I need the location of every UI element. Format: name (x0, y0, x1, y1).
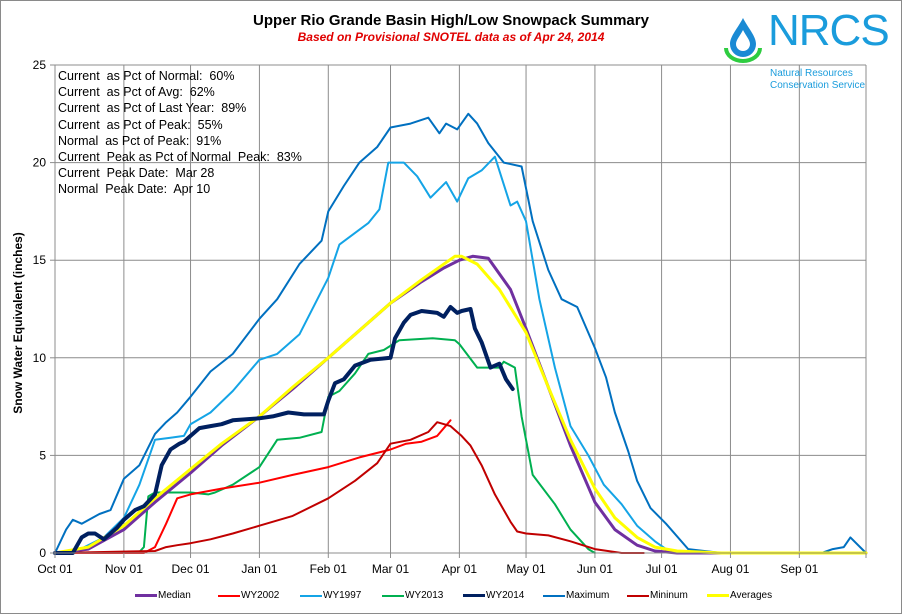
series-line-maximum (54, 112, 867, 554)
legend-swatch (463, 594, 485, 597)
x-tick-label: Apr 01 (442, 562, 478, 576)
logo-subtitle: Natural Resources Conservation Service (770, 68, 865, 92)
legend-swatch (627, 594, 649, 597)
y-tick-label: 5 (39, 448, 46, 462)
logo-line1: Natural Resources (770, 68, 853, 79)
x-tick-label: Nov 01 (105, 562, 143, 576)
x-tick-label: Sep 01 (780, 562, 818, 576)
stat-current-peak-date: Current Peak Date: Mar 28 (58, 166, 215, 181)
stat-normal-pct-peak: Normal as Pct of Peak: 91% (58, 133, 222, 148)
stat-normal-peak-date: Normal Peak Date: Apr 10 (58, 182, 211, 197)
legend-label: WY1997 (323, 590, 362, 601)
chart-subtitle: Based on Provisional SNOTEL data as of A… (297, 30, 605, 44)
series-line-median (53, 254, 868, 555)
series-line-averages (53, 254, 868, 555)
series-line-wy2002 (54, 419, 452, 554)
legend-item-wy1997: WY1997 (300, 590, 361, 601)
legend-swatch (218, 594, 240, 597)
x-tick-label: Jan 01 (241, 562, 277, 576)
x-tick-label: Feb 01 (310, 562, 348, 576)
legend-label: Mininum (650, 590, 688, 601)
legend-item-averages: Averages (707, 590, 772, 601)
x-tick-label: Dec 01 (172, 562, 210, 576)
y-tick-label: 15 (33, 253, 47, 267)
stat-pct-normal: Current as Pct of Normal: 60% (58, 69, 235, 83)
series-lines (53, 112, 868, 555)
y-tick-label: 25 (33, 58, 47, 72)
grid-lines (55, 64, 867, 553)
legend-item-median: Median (135, 590, 191, 601)
x-tick-label: May 01 (506, 562, 546, 576)
legend-label: WY2002 (241, 590, 280, 601)
logo-text: NRCS (768, 6, 890, 55)
stat-pct-peak: Current as Pct of Peak: 55% (58, 117, 223, 132)
x-tick-label: Jul 01 (646, 562, 678, 576)
legend-label: WY2013 (405, 590, 444, 601)
legend-swatch (300, 594, 322, 597)
y-tick-label: 0 (39, 546, 46, 560)
legend-swatch (382, 594, 404, 597)
legend-label: Averages (730, 590, 773, 601)
axes: 0 5 10 15 20 25 Oct 01 Nov 01 Dec 01 Jan 01 Feb 01… (33, 58, 867, 576)
y-tick-label: 20 (33, 156, 47, 170)
nrcs-logo: NRCS Natural Resources Conservation Serv… (718, 6, 890, 102)
stats-panel: Current as Pct of Normal: 60% Current as… (58, 68, 302, 198)
logo-line2: Conservation Service (770, 80, 866, 91)
legend-item-wy2014: WY2014 (463, 590, 524, 601)
legend-swatch (707, 594, 729, 597)
y-axis-label: Snow Water Equivalent (inches) (11, 232, 25, 414)
water-drop-icon (724, 18, 762, 63)
legend-item-wy2002: WY2002 (218, 590, 279, 601)
x-tick-label: Oct 01 (37, 562, 73, 576)
stat-pct-last-year: Current as Pct of Last Year: 89% (58, 101, 247, 116)
series-line-mininum (54, 421, 645, 554)
legend-swatch (135, 594, 157, 597)
series-line-wy2014 (53, 305, 515, 555)
legend-swatch (543, 594, 565, 597)
x-tick-label: Jun 01 (577, 562, 613, 576)
stat-pct-avg: Current as Pct of Avg: 62% (58, 85, 215, 100)
stat-peak-pct-normal-peak: Current Peak as Pct of Normal Peak: 83% (58, 150, 302, 165)
x-tick-label: Aug 01 (711, 562, 749, 576)
chart-title: Upper Rio Grande Basin High/Low Snowpack… (253, 12, 649, 29)
legend-item-maximum: Maximum (543, 590, 609, 601)
y-tick-label: 10 (33, 351, 47, 365)
legend-label: Maximum (566, 590, 610, 601)
legend-item-minimum: Mininum (627, 590, 688, 601)
legend-label: Median (158, 590, 191, 601)
legend-label: WY2014 (486, 590, 525, 601)
legend-item-wy2013: WY2013 (382, 590, 443, 601)
series-line-wy1997 (54, 155, 679, 554)
x-tick-label: Mar 01 (372, 562, 410, 576)
